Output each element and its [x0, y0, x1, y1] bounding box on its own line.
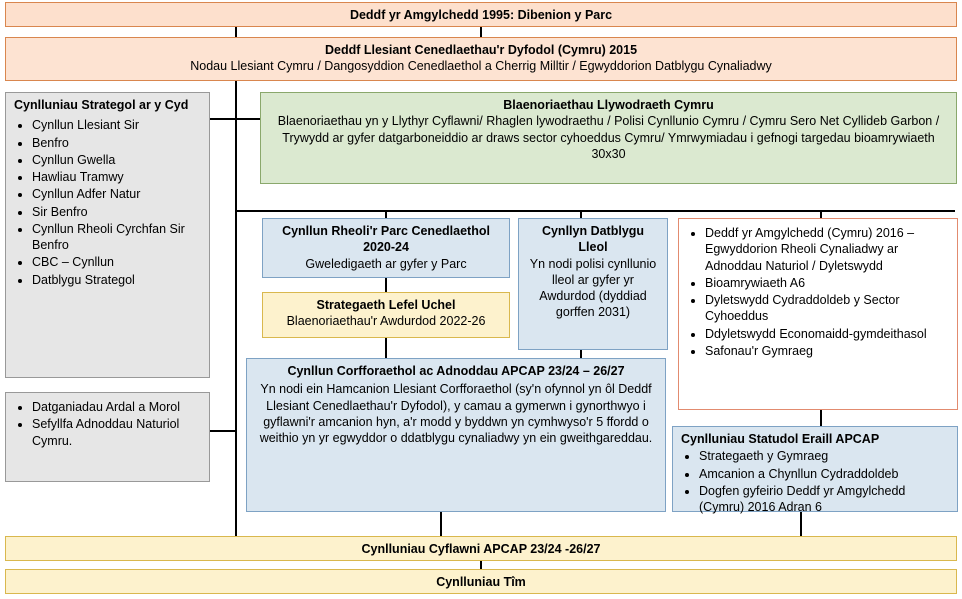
box-corporate-plan: Cynllun Corfforaethol ac Adnoddau APCAP … — [246, 358, 666, 512]
list-item: Strategaeth y Gymraeg — [699, 448, 949, 464]
box-high-level-strategy: Strategaeth Lefel Uchel Blaenoriaethau'r… — [262, 292, 510, 338]
list-item: Cynllun Llesiant Sir — [32, 117, 201, 133]
box-gov-priorities: Blaenoriaethau Llywodraeth Cymru Blaenor… — [260, 92, 957, 184]
hls-body: Blaenoriaethau'r Awdurdod 2022-26 — [271, 313, 501, 329]
stat-list: Strategaeth y Gymraeg Amcanion a Chynllu… — [681, 448, 949, 515]
gov-body: Blaenoriaethau yn y Llythyr Cyflawni/ Rh… — [269, 113, 948, 162]
list-item: Cynllun Rheoli Cyrchfan Sir Benfro — [32, 221, 201, 254]
ldp-body: Yn nodi polisi cynllunio lleol ar gyfer … — [527, 256, 659, 321]
box-strategic-joint-plans: Cynlluniau Strategol ar y Cyd Cynllun Ll… — [5, 92, 210, 378]
corp-title: Cynllun Corfforaethol ac Adnoddau APCAP … — [255, 363, 657, 379]
box-park-mgmt-plan: Cynllun Rheoli'r Parc Cenedlaethol 2020-… — [262, 218, 510, 278]
wellbeing-title: Deddf Llesiant Cenedlaethau'r Dyfodol (C… — [14, 42, 948, 58]
duties-list: Deddf yr Amgylchedd (Cymru) 2016 – Egwyd… — [687, 225, 949, 359]
list-item: Cynllun Gwella — [32, 152, 201, 168]
strategic-title: Cynlluniau Strategol ar y Cyd — [14, 97, 201, 113]
list-item: Datblygu Strategol — [32, 272, 201, 288]
list-item: Dogfen gyfeirio Deddf yr Amgylchedd (Cym… — [699, 483, 949, 516]
delivery-title: Cynlluniau Cyflawni APCAP 23/24 -26/27 — [362, 542, 601, 556]
list-item: Cynllun Adfer Natur — [32, 186, 201, 202]
env-act-title: Deddf yr Amgylchedd 1995: Dibenion y Par… — [350, 8, 612, 22]
stat-title: Cynlluniau Statudol Eraill APCAP — [681, 431, 949, 447]
list-item: CBC – Cynllun — [32, 254, 201, 270]
hls-title: Strategaeth Lefel Uchel — [271, 297, 501, 313]
list-item: Deddf yr Amgylchedd (Cymru) 2016 – Egwyd… — [705, 225, 949, 274]
list-item: Sir Benfro — [32, 204, 201, 220]
list-item: Amcanion a Chynllun Cydraddoldeb — [699, 466, 949, 482]
ldp-title: Cynllyn Datblygu Lleol — [527, 223, 659, 256]
list-item: Benfro — [32, 135, 201, 151]
box-other-statutory-plans: Cynlluniau Statudol Eraill APCAP Strateg… — [672, 426, 958, 512]
corp-body: Yn nodi ein Hamcanion Llesiant Corfforae… — [255, 381, 657, 446]
box-area-marine: Datganiadau Ardal a Morol Sefyllfa Adnod… — [5, 392, 210, 482]
park-body: Gweledigaeth ar gyfer y Parc — [271, 256, 501, 272]
list-item: Safonau'r Gymraeg — [705, 343, 949, 359]
list-item: Ddyletswydd Economaidd-gymdeithasol — [705, 326, 949, 342]
gov-title: Blaenoriaethau Llywodraeth Cymru — [269, 97, 948, 113]
list-item: Bioamrywiaeth A6 — [705, 275, 949, 291]
list-item: Hawliau Tramwy — [32, 169, 201, 185]
marine-list: Datganiadau Ardal a Morol Sefyllfa Adnod… — [14, 399, 201, 449]
box-duties-list: Deddf yr Amgylchedd (Cymru) 2016 – Egwyd… — [678, 218, 958, 410]
box-delivery-plans: Cynlluniau Cyflawni APCAP 23/24 -26/27 — [5, 536, 957, 561]
strategic-list: Cynllun Llesiant Sir Benfro Cynllun Gwel… — [14, 117, 201, 288]
list-item: Dyletswydd Cydraddoldeb y Sector Cyhoedd… — [705, 292, 949, 325]
box-env-act-1995: Deddf yr Amgylchedd 1995: Dibenion y Par… — [5, 2, 957, 27]
park-title: Cynllun Rheoli'r Parc Cenedlaethol 2020-… — [271, 223, 501, 256]
team-title: Cynlluniau Tîm — [436, 575, 526, 589]
wellbeing-subtitle: Nodau Llesiant Cymru / Dangosyddion Cene… — [14, 58, 948, 74]
box-wellbeing-act: Deddf Llesiant Cenedlaethau'r Dyfodol (C… — [5, 37, 957, 81]
box-local-dev-plan: Cynllyn Datblygu Lleol Yn nodi polisi cy… — [518, 218, 668, 350]
box-team-plans: Cynlluniau Tîm — [5, 569, 957, 594]
list-item: Datganiadau Ardal a Morol — [32, 399, 201, 415]
list-item: Sefyllfa Adnoddau Naturiol Cymru. — [32, 416, 201, 449]
